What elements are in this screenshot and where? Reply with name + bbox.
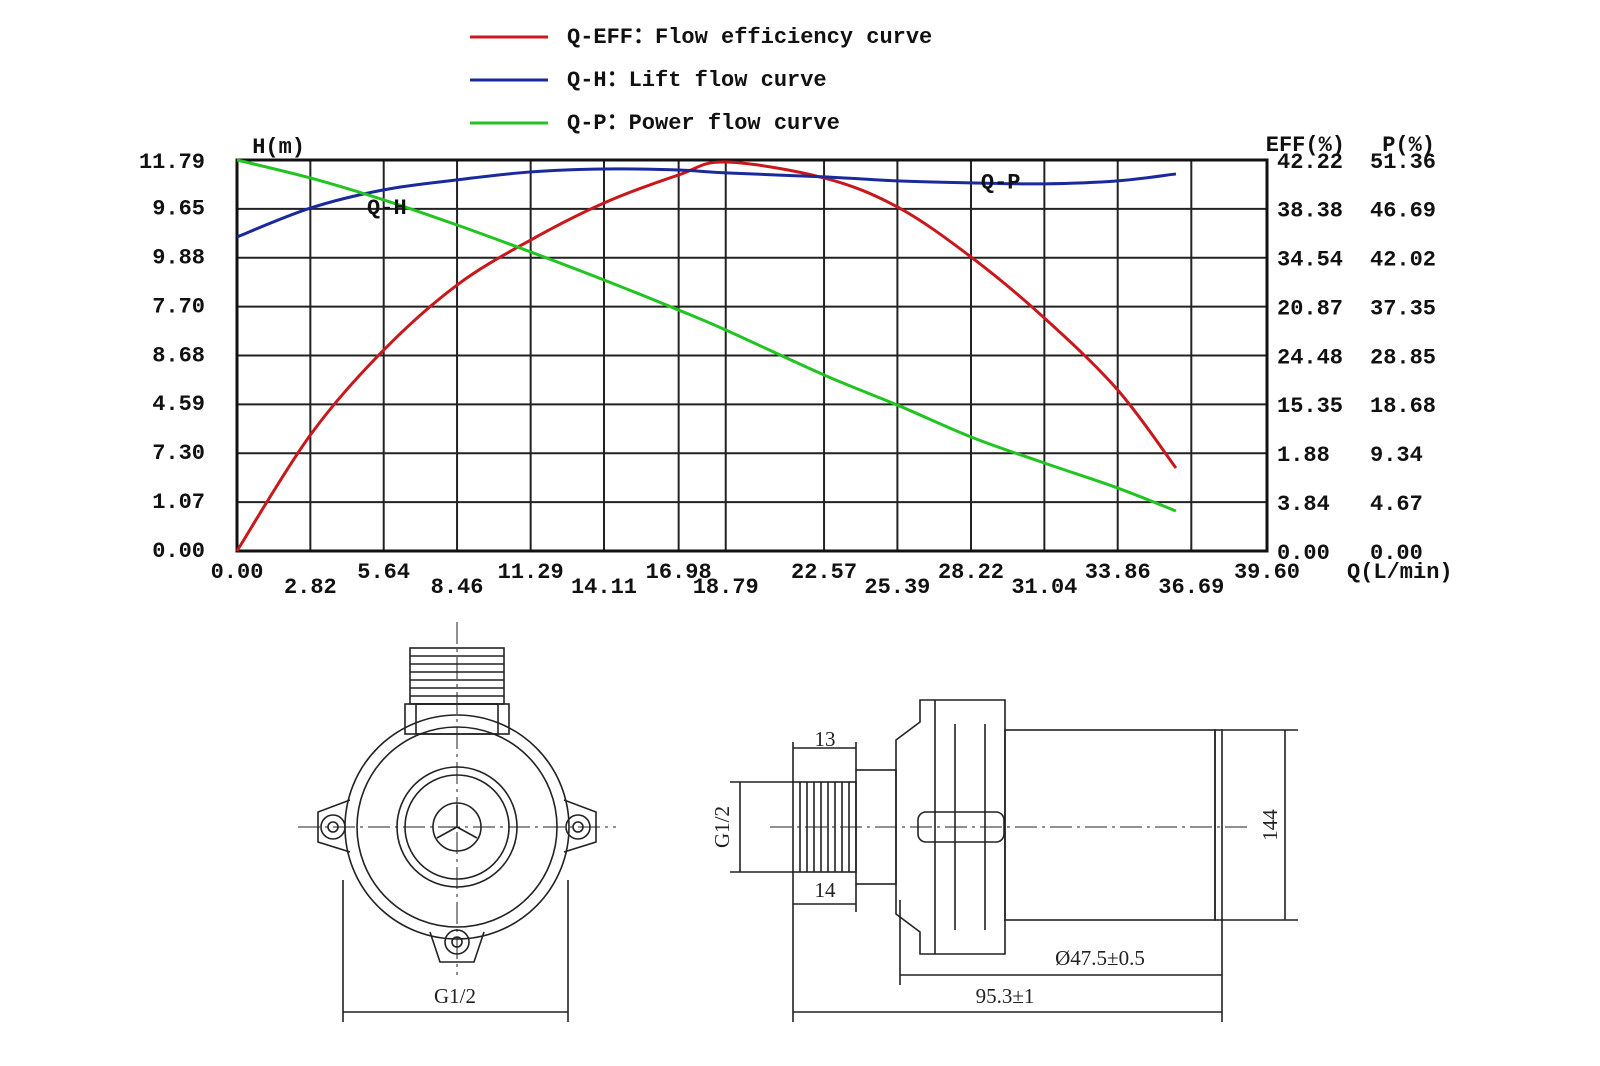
y3-tick-label: 28.85 — [1370, 345, 1436, 370]
plot-frame — [235, 158, 1269, 553]
dimension-label: 13 — [815, 727, 836, 751]
x-tick-label: 33.86 — [1085, 560, 1151, 585]
y-axis-label: H(m) — [252, 135, 305, 160]
legend-label: Q-EFF：Flow efficiency curve — [567, 25, 932, 50]
y3-tick-label: 46.69 — [1370, 199, 1436, 224]
series-line — [236, 167, 1177, 239]
technical-drawing: G1/2 13 14 G1/2 144 Ø47.5±0.5 95.3±1 — [298, 622, 1298, 1022]
y-tick-label: 4.59 — [152, 392, 205, 417]
y-tick-label: 7.30 — [152, 441, 205, 466]
annotation: Q-P — [981, 171, 1021, 196]
y-tick-label: 11.79 — [139, 150, 205, 175]
x-tick-label: 16.98 — [646, 560, 712, 585]
y2-tick-label: 24.48 — [1277, 345, 1343, 370]
y2-tick-label: 0.00 — [1277, 541, 1330, 566]
dimension-label: 144 — [1258, 809, 1282, 841]
x-tick-label: 22.57 — [791, 560, 857, 585]
y2-axis-label: EFF(%) — [1266, 133, 1345, 158]
y3-tick-label: 0.00 — [1370, 541, 1423, 566]
series-line — [236, 158, 1177, 513]
y2-tick-label: 1.88 — [1277, 443, 1330, 468]
y2-tick-label: 42.22 — [1277, 150, 1343, 175]
x-tick-label: 2.82 — [284, 575, 337, 600]
legend-label: Q-H：Lift flow curve — [567, 68, 827, 93]
y3-tick-label: 18.68 — [1370, 394, 1436, 419]
y3-axis-label: P(%) — [1382, 133, 1435, 158]
y-tick-label: 1.07 — [152, 490, 205, 515]
y3-tick-label: 51.36 — [1370, 150, 1436, 175]
y3-tick-label: 9.34 — [1370, 443, 1423, 468]
x-tick-label: 18.79 — [693, 575, 759, 600]
dimension-label: 95.3±1 — [976, 984, 1035, 1008]
y-tick-label: 0.00 — [152, 539, 205, 564]
legend-label: Q-P：Power flow curve — [567, 111, 840, 136]
series-line — [235, 160, 1178, 552]
y2-tick-label: 34.54 — [1277, 248, 1343, 273]
x-tick-label: 8.46 — [431, 575, 484, 600]
x-tick-label: 11.29 — [498, 560, 564, 585]
dimension-label: Ø47.5±0.5 — [1055, 946, 1145, 970]
x-tick-label: 0.00 — [211, 560, 264, 585]
x-tick-label: 31.04 — [1011, 575, 1077, 600]
y-tick-label: 9.88 — [152, 246, 205, 271]
y-tick-label: 9.65 — [152, 197, 205, 222]
dimension-label: G1/2 — [434, 984, 476, 1008]
x-tick-label: 28.22 — [938, 560, 1004, 585]
y2-tick-label: 38.38 — [1277, 199, 1343, 224]
y-tick-label: 7.70 — [152, 294, 205, 319]
x-tick-label: 39.60 — [1234, 560, 1300, 585]
x-axis-label: Q(L/min) — [1347, 560, 1453, 585]
y-tick-label: 8.68 — [152, 343, 205, 368]
y3-tick-label: 4.67 — [1370, 492, 1423, 517]
dimension-label: G1/2 — [710, 806, 734, 848]
annotation: Q-H — [367, 196, 407, 221]
y2-tick-label: 20.87 — [1277, 296, 1343, 321]
dimension-label: 14 — [815, 878, 837, 902]
x-tick-label: 5.64 — [357, 560, 410, 585]
y2-tick-label: 15.35 — [1277, 394, 1343, 419]
x-tick-label: 14.11 — [571, 575, 637, 600]
x-tick-label: 36.69 — [1158, 575, 1224, 600]
y3-tick-label: 42.02 — [1370, 248, 1436, 273]
y3-tick-label: 37.35 — [1370, 296, 1436, 321]
y2-tick-label: 3.84 — [1277, 492, 1330, 517]
x-tick-label: 25.39 — [864, 575, 930, 600]
